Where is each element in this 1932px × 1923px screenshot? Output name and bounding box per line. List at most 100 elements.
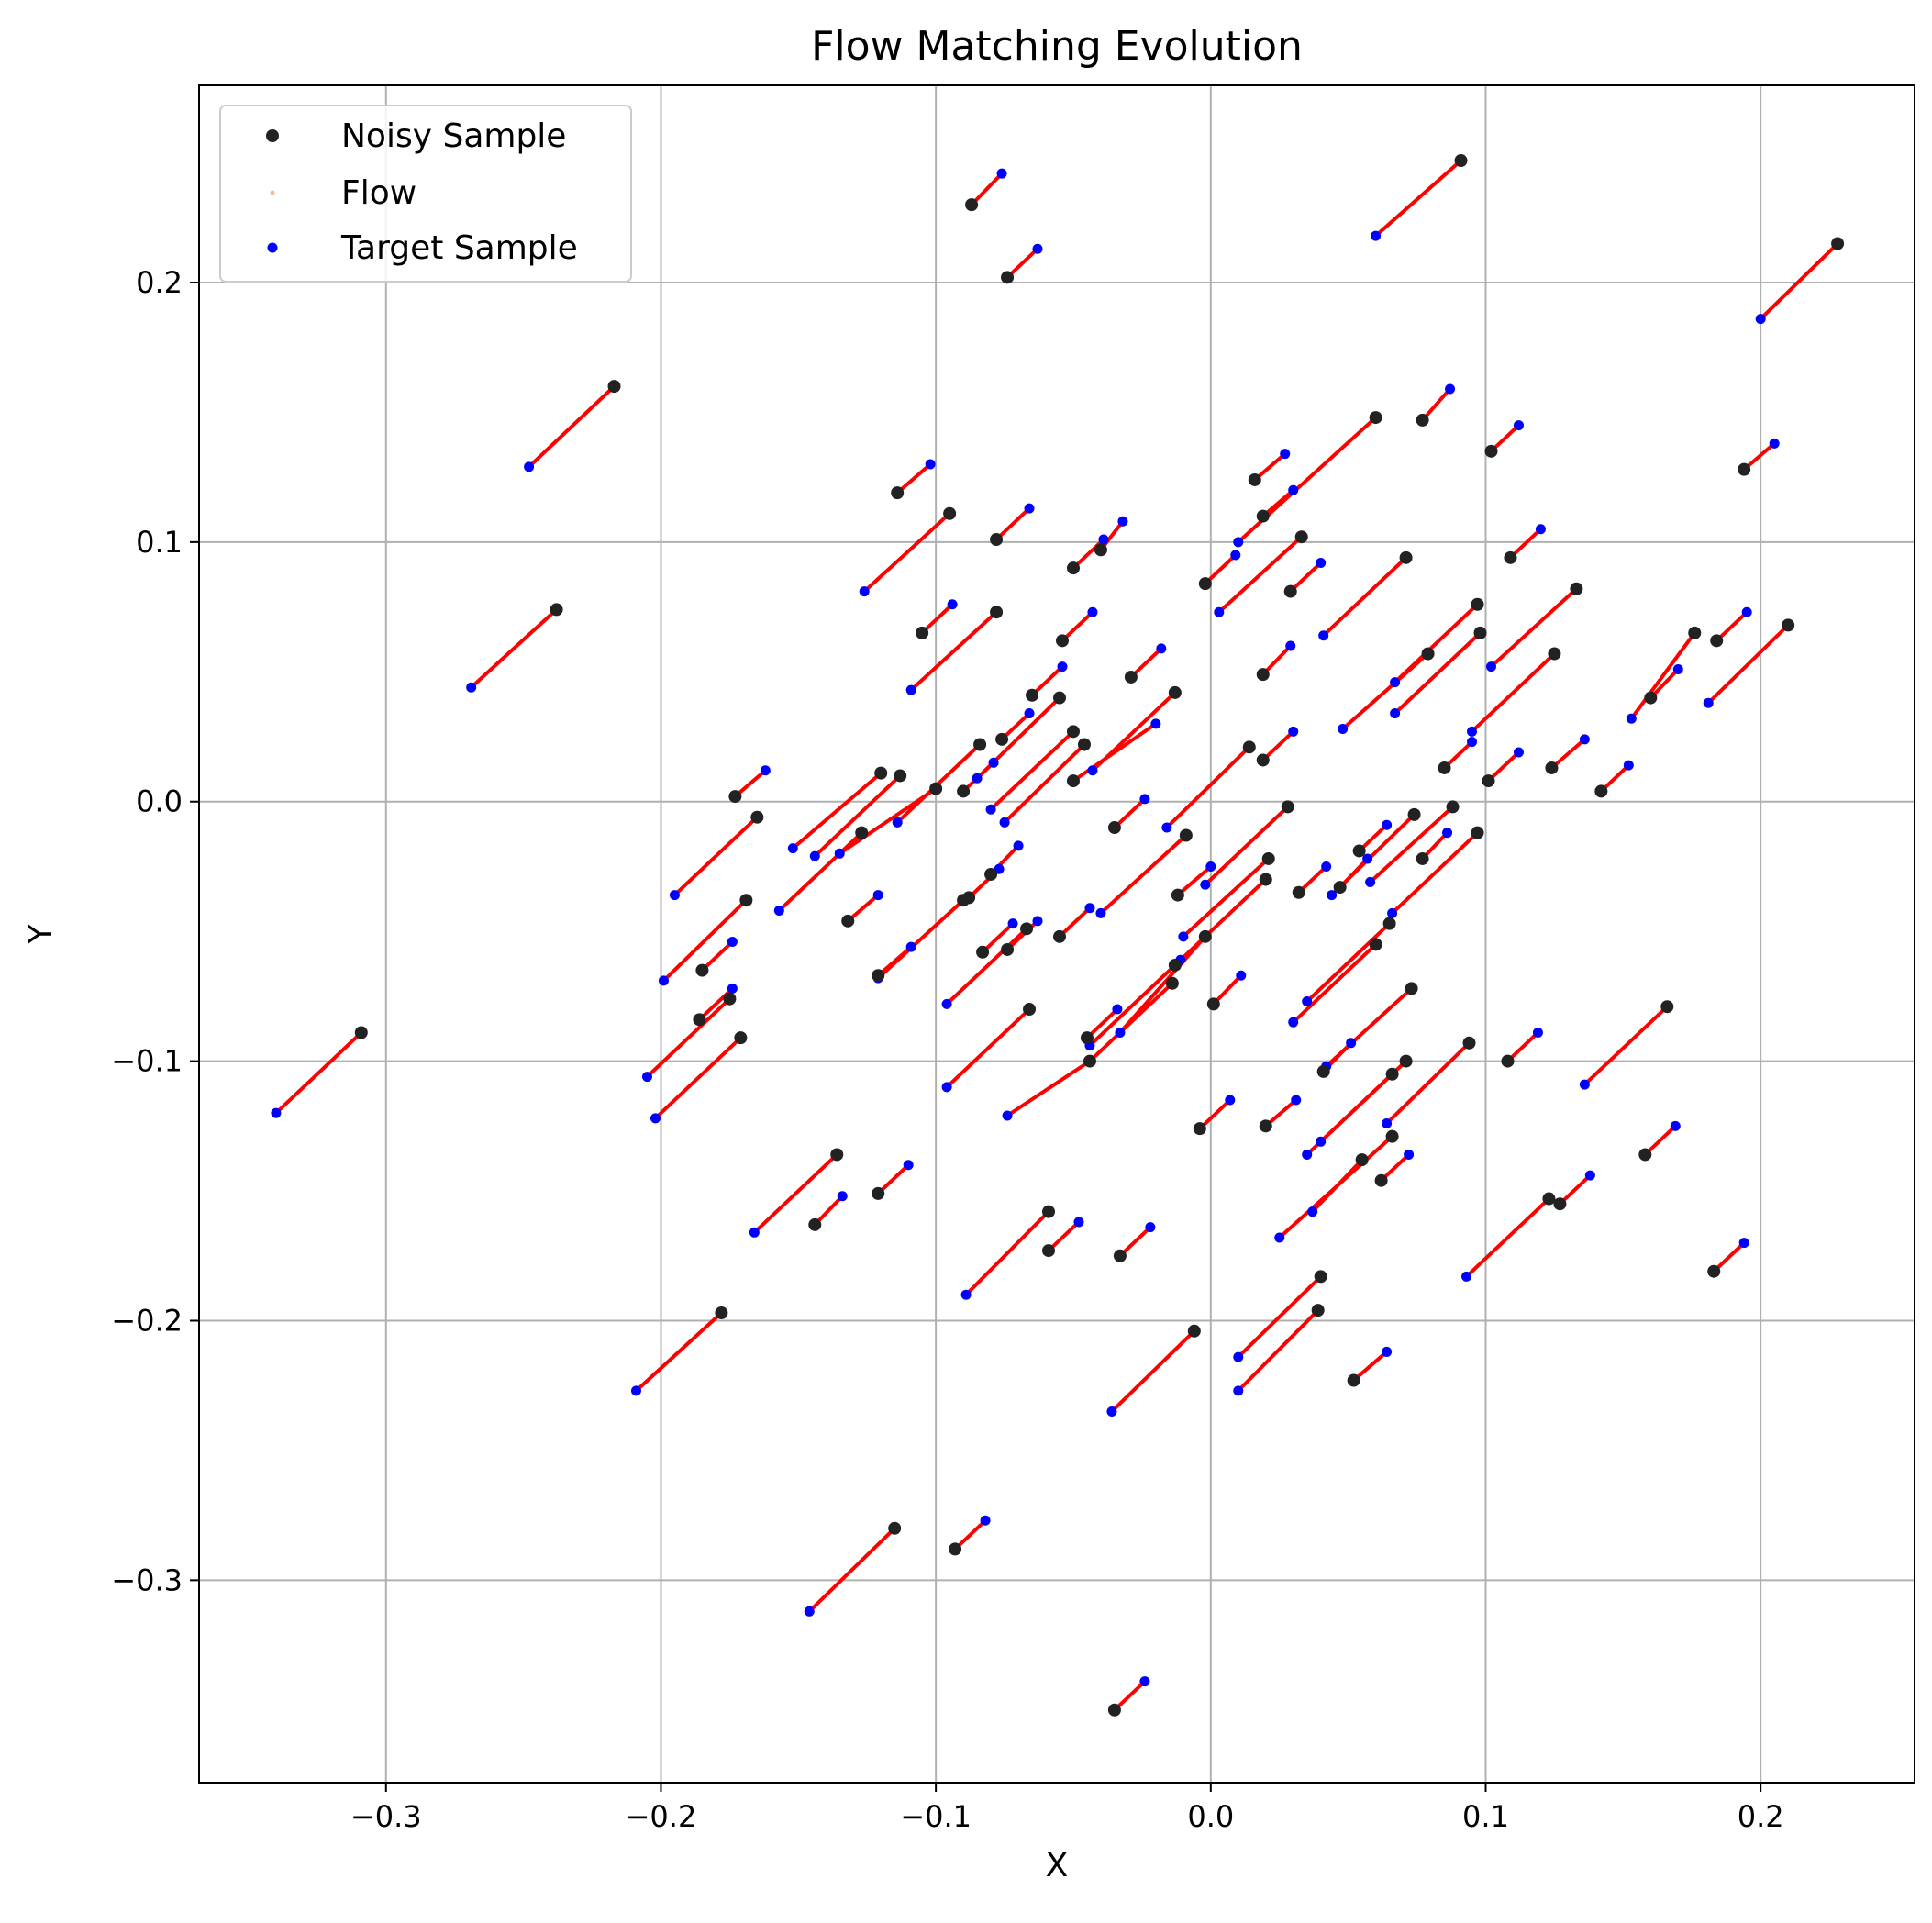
- flow-line: [1373, 159, 1463, 239]
- target-point: [837, 1191, 848, 1202]
- noisy-point: [1782, 618, 1795, 632]
- target-point: [1288, 1017, 1299, 1028]
- target-point: [524, 461, 535, 472]
- noisy-point: [1399, 1054, 1413, 1068]
- noisy-point: [1644, 691, 1658, 705]
- noisy-point: [872, 969, 885, 983]
- flow-line: [273, 1030, 363, 1116]
- noisy-point: [1261, 851, 1275, 865]
- noisy-point: [1256, 668, 1270, 682]
- noisy-point: [1193, 1122, 1206, 1136]
- target-point: [1205, 861, 1216, 872]
- target-point: [1513, 420, 1524, 431]
- target-point: [1024, 503, 1035, 514]
- flow-line: [953, 1518, 988, 1551]
- noisy-point: [1187, 1324, 1201, 1338]
- target-point: [1150, 718, 1161, 729]
- noisy-point: [715, 1306, 728, 1319]
- target-point: [1225, 1095, 1236, 1106]
- flow-line: [1291, 942, 1378, 1025]
- noisy-point: [1707, 1264, 1721, 1278]
- noisy-point: [1083, 1054, 1096, 1068]
- target-point: [1230, 550, 1241, 561]
- flow-line: [1175, 864, 1213, 897]
- noisy-point: [1066, 774, 1080, 788]
- noisy-point: [1124, 670, 1138, 684]
- target-point: [1032, 243, 1043, 254]
- noisy-point: [891, 486, 905, 500]
- target-point: [1346, 1038, 1357, 1049]
- noisy-point: [1198, 929, 1212, 943]
- noisy-point: [872, 1186, 885, 1200]
- noisy-point: [888, 1521, 902, 1535]
- flow-line: [1112, 1679, 1147, 1712]
- target-point: [1291, 1095, 1302, 1106]
- noisy-point: [1548, 647, 1561, 661]
- target-point: [466, 682, 477, 693]
- target-point: [1302, 996, 1313, 1007]
- target-point: [1024, 708, 1035, 719]
- flow-line: [653, 1036, 743, 1120]
- target-point: [1106, 1406, 1117, 1417]
- target-point: [1755, 314, 1766, 325]
- noisy-point: [1052, 691, 1066, 705]
- flow-line: [1582, 1005, 1670, 1087]
- target-point: [271, 1107, 282, 1118]
- flow-line: [1310, 1158, 1364, 1214]
- noisy-point: [1352, 844, 1366, 858]
- target-point: [1233, 1385, 1244, 1396]
- target-point: [1032, 916, 1043, 927]
- flow-line: [1117, 1225, 1152, 1258]
- noisy-point: [1107, 821, 1121, 835]
- noisy-point: [1198, 577, 1212, 591]
- target-point: [834, 848, 845, 859]
- noisy-point: [1168, 958, 1182, 972]
- target-point: [903, 1160, 914, 1171]
- target-point: [1532, 1027, 1543, 1038]
- target-point: [1365, 876, 1376, 887]
- noisy-point: [1545, 761, 1559, 774]
- flow-line: [752, 1152, 839, 1235]
- flow-line: [1508, 527, 1543, 560]
- target-point: [985, 804, 996, 815]
- noisy-point: [984, 867, 998, 881]
- flow-line: [1742, 441, 1777, 472]
- flow-line: [1087, 962, 1177, 1048]
- y-tick-label: 0.0: [136, 784, 183, 819]
- target-point: [1233, 1351, 1244, 1362]
- noisy-point: [1416, 851, 1429, 865]
- target-point: [773, 906, 784, 917]
- target-point: [804, 1606, 815, 1617]
- flow-line: [1236, 1274, 1323, 1360]
- target-point: [1057, 661, 1068, 672]
- noisy-point: [1026, 688, 1039, 702]
- noisy-point: [1347, 1373, 1360, 1387]
- target-point: [941, 998, 952, 1009]
- flow-line: [1715, 610, 1749, 643]
- target-point: [1087, 765, 1098, 776]
- target-point: [650, 1113, 661, 1124]
- flow-line: [838, 786, 938, 856]
- target-point: [905, 684, 916, 695]
- noisy-point: [1256, 753, 1270, 767]
- flow-line: [1236, 1308, 1320, 1393]
- flow-line: [1203, 805, 1290, 887]
- target-point: [1513, 747, 1524, 758]
- flow-line: [1098, 833, 1188, 916]
- noisy-point: [1042, 1205, 1056, 1218]
- flow-line: [1706, 623, 1791, 706]
- flow-line: [1030, 664, 1064, 697]
- target-point: [1316, 1136, 1327, 1147]
- noisy-point: [1660, 1000, 1674, 1014]
- target-point: [1445, 383, 1456, 395]
- target-point: [1584, 1170, 1595, 1181]
- target-point: [947, 599, 958, 610]
- target-point: [1161, 822, 1172, 833]
- noisy-point: [965, 198, 979, 212]
- noisy-point: [1438, 761, 1451, 774]
- target-point: [787, 843, 798, 854]
- target-point: [1098, 534, 1109, 545]
- noisy-point: [943, 506, 957, 520]
- noisy-point: [1416, 413, 1429, 427]
